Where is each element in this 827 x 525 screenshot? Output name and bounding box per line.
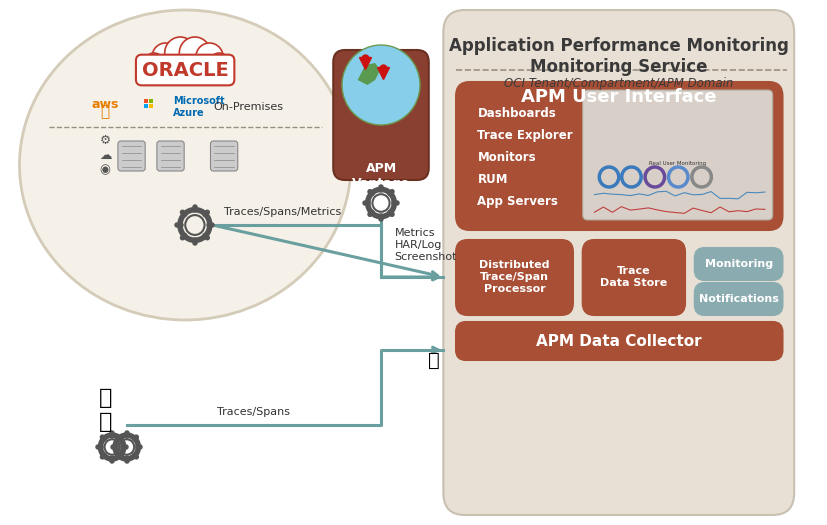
Text: 🌐
💻: 🌐 💻 [98,388,112,432]
Text: Real User Monitoring: Real User Monitoring [648,161,705,165]
FancyBboxPatch shape [456,322,782,360]
Text: Trace Explorer: Trace Explorer [477,129,573,142]
Text: aws: aws [92,99,119,111]
Text: APM Data Collector: APM Data Collector [536,333,701,349]
FancyBboxPatch shape [118,141,146,171]
Circle shape [342,45,420,125]
Text: RUM: RUM [477,173,508,186]
FancyBboxPatch shape [583,240,685,315]
FancyBboxPatch shape [456,82,782,230]
FancyBboxPatch shape [211,141,238,171]
Text: Traces/Spans: Traces/Spans [217,407,289,417]
FancyBboxPatch shape [583,90,772,220]
Polygon shape [357,63,380,85]
Text: ORACLE: ORACLE [141,60,228,79]
Text: Microsoft
Azure: Microsoft Azure [174,96,225,118]
FancyBboxPatch shape [456,240,573,315]
Text: 🔒: 🔒 [428,351,439,370]
Bar [144,99,148,103]
Circle shape [179,37,211,69]
Ellipse shape [20,10,351,320]
Text: APM
Vantage
Points: APM Vantage Points [352,162,410,205]
Text: Notifications: Notifications [699,294,778,304]
Bar [144,104,148,108]
Text: App Servers: App Servers [477,195,558,208]
Text: ⌒: ⌒ [101,104,110,120]
Circle shape [209,53,229,73]
Text: Distributed
Trace/Span
Processor: Distributed Trace/Span Processor [480,260,550,293]
Text: Trace
Data Store: Trace Data Store [600,266,667,288]
Text: Dashboards: Dashboards [477,107,557,120]
Bar [149,99,153,103]
Text: Monitors: Monitors [477,151,536,164]
Circle shape [165,37,196,69]
Circle shape [196,43,223,71]
Text: Metrics
HAR/Log
Screenshot: Metrics HAR/Log Screenshot [394,228,457,261]
FancyBboxPatch shape [333,50,428,180]
FancyBboxPatch shape [695,248,782,280]
Circle shape [144,53,164,73]
FancyBboxPatch shape [695,283,782,315]
Text: APM User Interface: APM User Interface [521,88,716,106]
Text: ⚙
☁
◉: ⚙ ☁ ◉ [99,133,112,176]
FancyBboxPatch shape [443,10,794,515]
Text: Traces/Spans/Metrics: Traces/Spans/Metrics [224,207,342,217]
Circle shape [152,43,179,71]
Text: Application Performance Monitoring
Monitoring Service: Application Performance Monitoring Monit… [449,37,789,76]
Text: OCI Tenant/Compartment/APM Domain: OCI Tenant/Compartment/APM Domain [504,77,734,90]
FancyBboxPatch shape [157,141,184,171]
Bar [149,104,153,108]
Text: Monitoring: Monitoring [705,259,772,269]
Text: On-Premises: On-Premises [213,102,284,112]
